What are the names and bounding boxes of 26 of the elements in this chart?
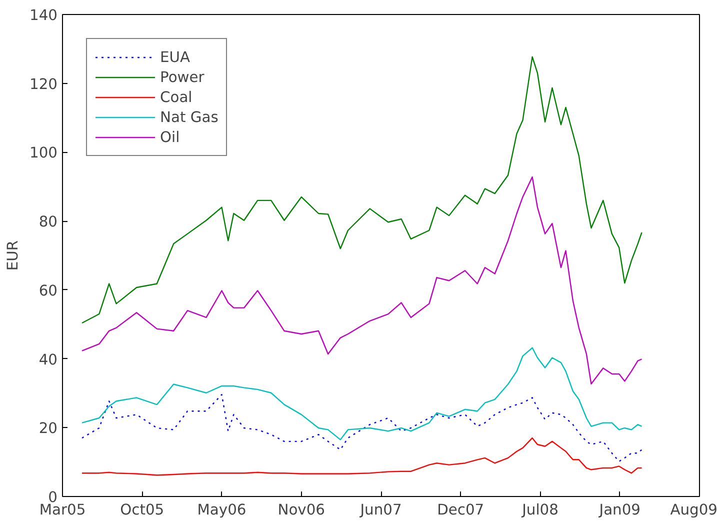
x-tick-label: Jun07 (359, 502, 402, 518)
y-tick-label: 20 (38, 420, 58, 438)
y-axis-title: EUR (4, 240, 22, 271)
x-tick-label: Aug09 (670, 502, 717, 518)
x-tick-label: Jan09 (598, 502, 641, 518)
legend-label: EUA (160, 48, 190, 66)
x-tick-label: Oct05 (120, 502, 164, 518)
line-series (81, 437, 642, 476)
y-tick-label: 140 (30, 7, 58, 24)
legend-label: Power (160, 68, 204, 86)
x-tick-label: Jul08 (521, 502, 558, 518)
x-tick-label: Dec07 (437, 502, 484, 518)
x-tick-label: Nov06 (278, 502, 326, 518)
y-tick-label: 100 (30, 144, 58, 162)
line-series (81, 347, 642, 440)
y-tick-label: 80 (38, 214, 58, 231)
y-tick-label: 120 (30, 76, 58, 93)
legend-label: Oil (160, 128, 180, 146)
legend-label: Nat Gas (160, 108, 218, 126)
y-tick-label: 40 (38, 351, 58, 368)
line-series (81, 176, 642, 385)
legend-label: Coal (160, 88, 192, 106)
x-tick-label: Mar05 (39, 502, 86, 518)
x-tick-label: May06 (197, 502, 246, 518)
y-tick-label: 60 (38, 282, 58, 300)
line-series (81, 394, 642, 462)
